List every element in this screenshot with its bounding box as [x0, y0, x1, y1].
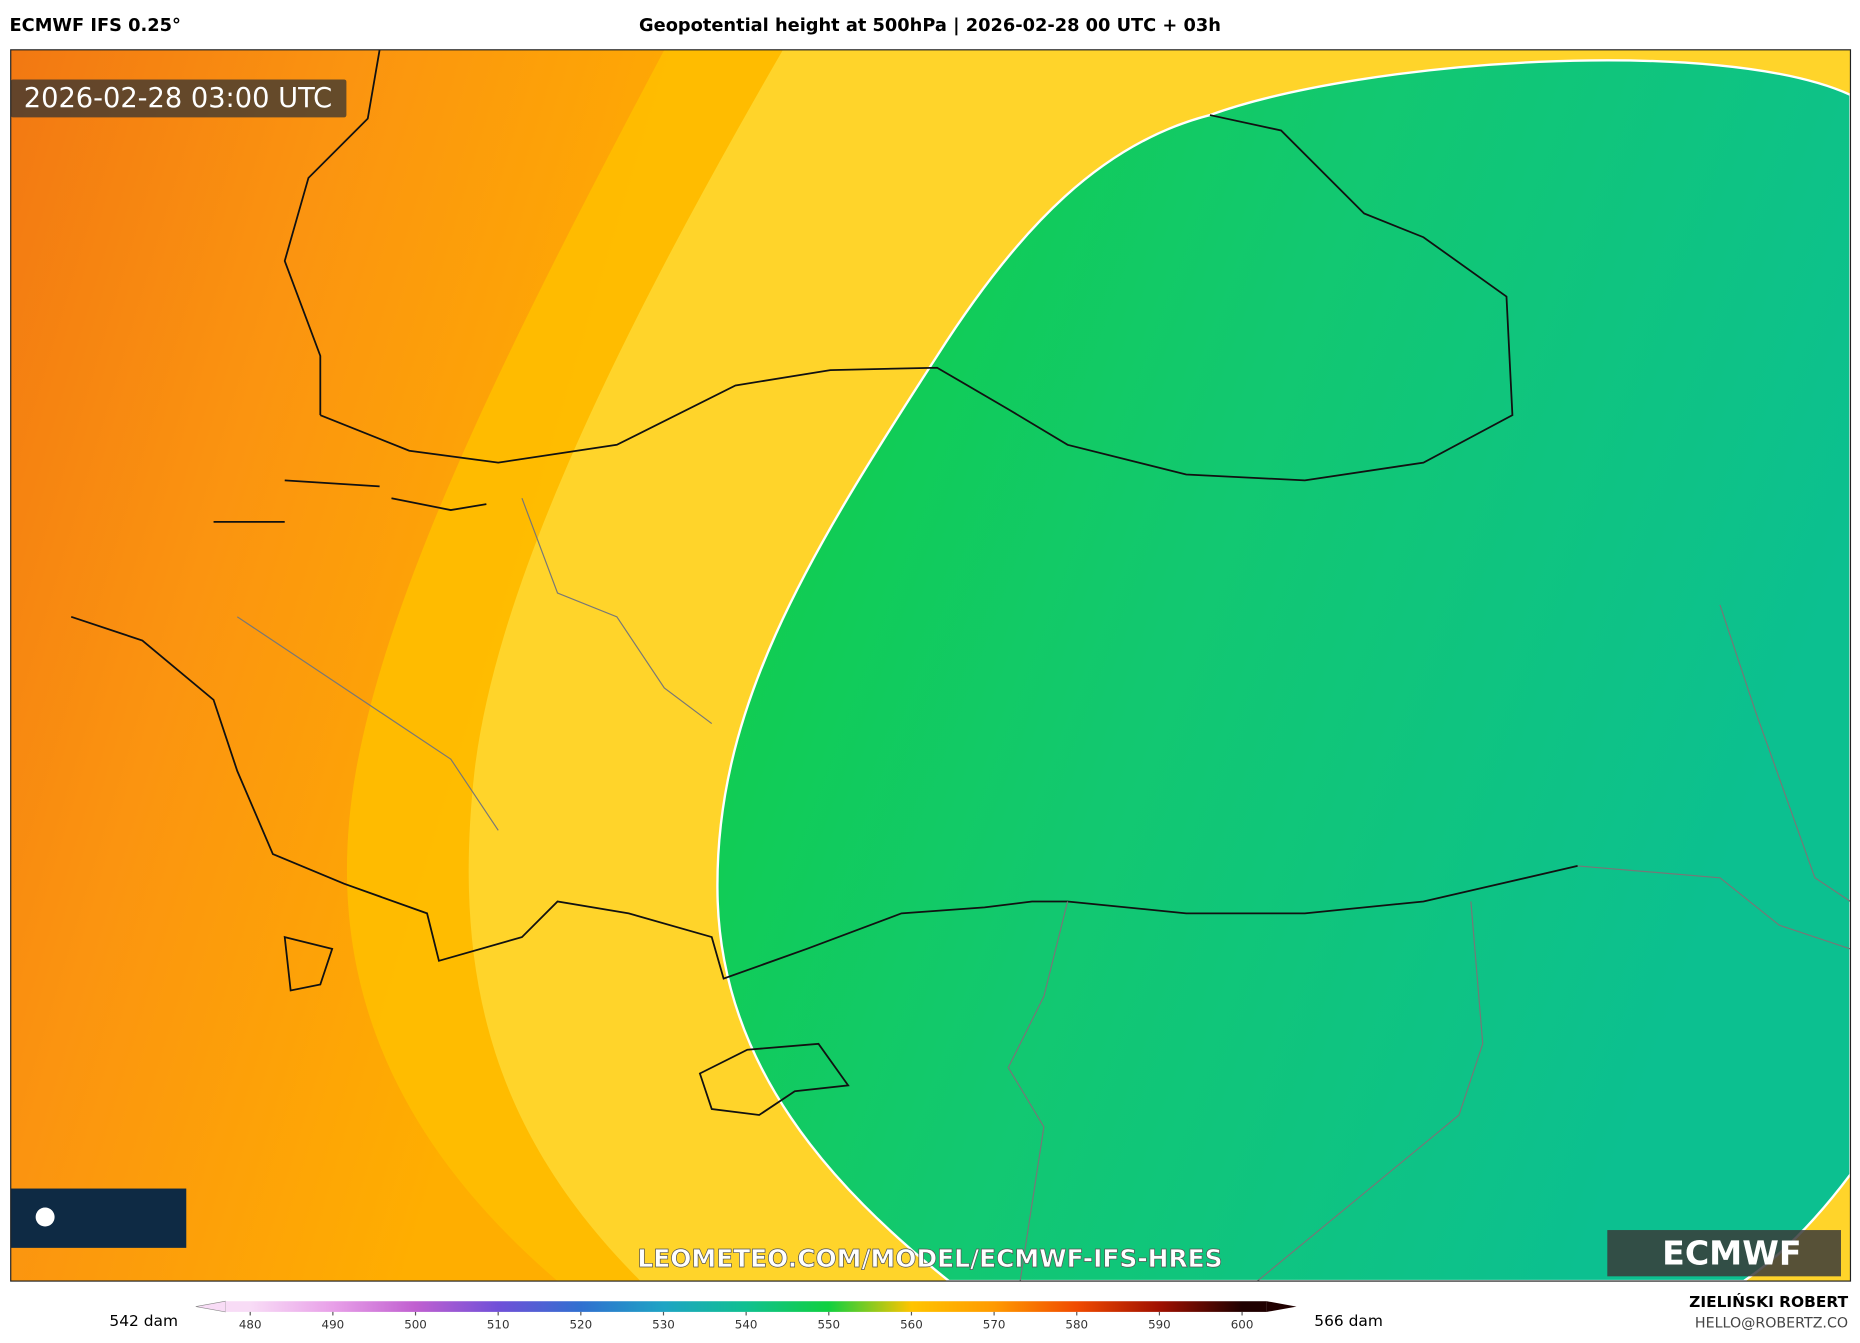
colorbar-tick-label: 560 [900, 1318, 923, 1332]
map-frame [10, 49, 1852, 1282]
colorbar-low-cap [195, 1300, 226, 1313]
colorbar-tick-label: 500 [404, 1318, 427, 1332]
sun-icon [35, 1207, 55, 1227]
coastlines [70, 49, 1578, 1116]
colorbar: 480 490 500 510 520 530 540 550 560 570 580 590 600 [195, 1300, 1297, 1332]
colorbar-tick-label: 550 [817, 1318, 840, 1332]
colorbar-tick-label: 600 [1231, 1318, 1254, 1332]
model-label: ECMWF IFS 0.25° [10, 15, 181, 36]
logo-box [1607, 1230, 1841, 1277]
colorbar-max-label: 566 dam [1314, 1312, 1383, 1330]
colorbar-tick-label: 530 [652, 1318, 675, 1332]
borders [236, 497, 1851, 1282]
ecmwf-logo: ECMWF [1662, 1233, 1801, 1272]
map-title: Geopotential height at 500hPa | 2026-02-… [639, 15, 1221, 36]
timestamp-box [10, 79, 347, 118]
author: ZIELIŃSKI ROBERT [1689, 1292, 1848, 1311]
email: HELLO@ROBERTZ.CO [1695, 1315, 1848, 1331]
colorbar-tick-label: 480 [239, 1318, 262, 1332]
colorbar-tick-label: 490 [322, 1318, 345, 1332]
green-field [716, 59, 1851, 1282]
colorbar-tick-label: 580 [1065, 1318, 1088, 1332]
colorbar-min-label: 542 dam [109, 1312, 178, 1330]
colorbar-high-cap [1266, 1301, 1297, 1312]
colorbar-tick-label: 590 [1148, 1318, 1171, 1332]
source-url: LEOMETEO.COM/MODEL/ECMWF-IFS-HRES [637, 1244, 1222, 1273]
colorbar-tick-label: 510 [487, 1318, 510, 1332]
colorbar-tick-label: 520 [570, 1318, 593, 1332]
colorbar-tick-label: 570 [983, 1318, 1006, 1332]
timestamp: 2026-02-28 03:00 UTC [24, 83, 332, 114]
map: 2026-02-28 03:00 UTC LEOMETEO.COM/MODEL/… [10, 49, 1851, 1282]
colorbar-tick-label: 540 [735, 1318, 758, 1332]
colorbar-ramp [225, 1301, 1267, 1312]
